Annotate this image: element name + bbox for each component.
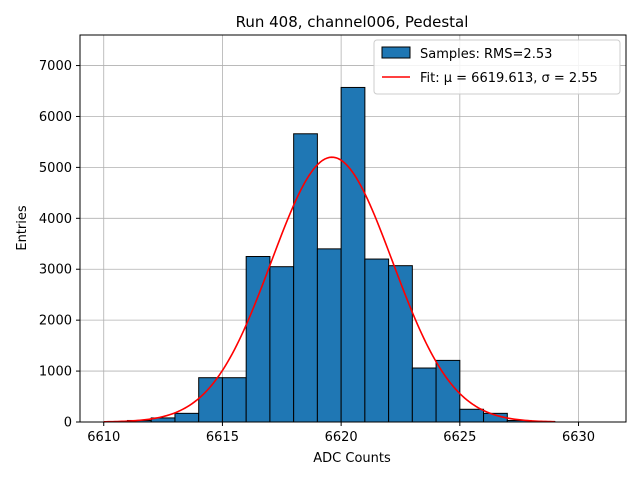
legend: Samples: RMS=2.53 Fit: μ = 6619.613, σ =… xyxy=(373,39,621,95)
legend-swatch-samples xyxy=(381,46,411,59)
y-tick-label: 5000 xyxy=(39,161,72,176)
histogram-bar xyxy=(293,133,318,423)
x-tick-label: 6615 xyxy=(206,430,239,445)
fit-curve xyxy=(103,156,555,423)
legend-label-samples: Samples: RMS=2.53 xyxy=(420,47,552,62)
y-axis-ticks: 0 1000 2000 3000 4000 5000 6000 7000 xyxy=(39,59,80,431)
histogram-bar xyxy=(435,359,461,423)
histogram-bar xyxy=(364,258,390,423)
chart-title: Run 408, channel006, Pedestal xyxy=(236,13,469,31)
histogram-bar xyxy=(174,412,200,423)
y-tick-label: 1000 xyxy=(39,365,72,380)
histogram-bar xyxy=(269,266,295,423)
plot-frame xyxy=(79,34,627,423)
histogram-bar xyxy=(459,408,485,423)
histogram-bar xyxy=(245,256,271,423)
y-tick-label: 4000 xyxy=(39,212,72,227)
histogram-bar xyxy=(221,377,247,423)
x-tick-label: 6625 xyxy=(443,430,476,445)
x-tick-label: 6620 xyxy=(325,430,358,445)
legend-label-fit: Fit: μ = 6619.613, σ = 2.55 xyxy=(420,71,598,86)
y-tick-label: 7000 xyxy=(39,59,72,74)
y-axis-title: Entries xyxy=(15,205,30,251)
x-tick-label: 6610 xyxy=(87,430,120,445)
x-tick-label: 6630 xyxy=(562,430,595,445)
y-tick-label: 6000 xyxy=(39,110,72,125)
histogram-bar xyxy=(388,265,413,423)
x-axis-title: ADC Counts xyxy=(313,451,391,466)
histogram-bar xyxy=(198,377,223,423)
histogram-bar xyxy=(411,367,437,423)
histogram-bar xyxy=(316,248,342,423)
y-tick-label: 0 xyxy=(64,416,72,431)
y-tick-label: 2000 xyxy=(39,314,72,329)
y-tick-label: 3000 xyxy=(39,263,72,278)
legend-box xyxy=(373,39,621,95)
histogram-bar xyxy=(340,86,366,423)
x-axis-ticks: 6610 6615 6620 6625 6630 xyxy=(87,422,595,445)
